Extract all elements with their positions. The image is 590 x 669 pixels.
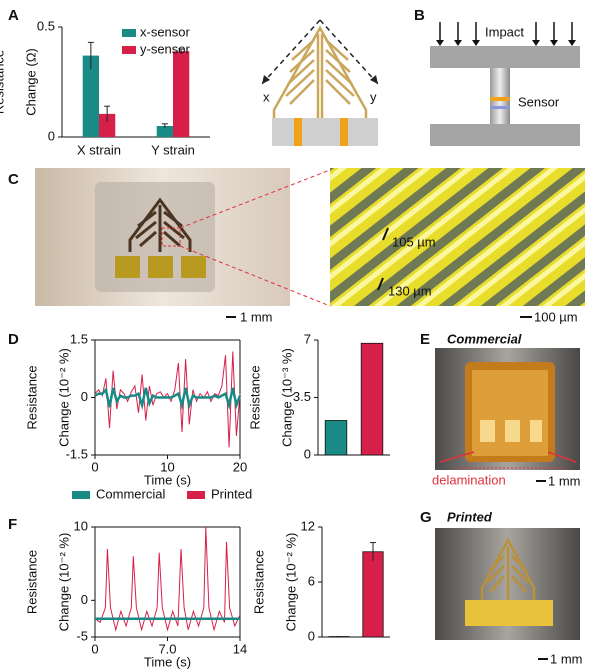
photo-commercial xyxy=(435,348,580,470)
y-axis-label: Resistance xyxy=(0,50,6,114)
line-series xyxy=(95,527,240,630)
y-axis-label: Resistance xyxy=(24,550,39,614)
panel-label: F xyxy=(8,516,17,533)
x-tick-label: Y strain xyxy=(151,142,195,157)
panel-label: B xyxy=(414,7,425,24)
y-tick-label: 0 xyxy=(308,628,315,643)
bar xyxy=(363,552,383,637)
scale-label: 100 µm xyxy=(534,309,578,324)
width-label: 130 µm xyxy=(388,283,432,298)
x-tick-label: 0 xyxy=(91,459,98,474)
y-tick-label: 6 xyxy=(308,573,315,588)
diagram-label: Sensor xyxy=(518,94,560,109)
width-label: 105 µm xyxy=(392,234,436,249)
y-tick-label: 0 xyxy=(81,389,88,404)
impact-diagram: Impact Sensor xyxy=(430,22,580,146)
x-axis-label: Time (s) xyxy=(144,654,191,669)
y-axis-label: Change (10⁻³ %) xyxy=(279,348,294,447)
panel-label: E xyxy=(420,331,430,348)
scale-label: 1 mm xyxy=(240,309,273,324)
y-axis-label: Change (10⁻² %) xyxy=(56,533,71,632)
y-axis-label: Change (Ω) xyxy=(23,48,38,116)
legend-label: y-sensor xyxy=(140,41,191,56)
x-axis-label: Time (s) xyxy=(144,472,191,487)
legend-swatch xyxy=(122,46,136,54)
y-tick-label: 10 xyxy=(74,518,88,533)
legend-label: Commercial xyxy=(96,486,165,501)
y-tick-label: -5 xyxy=(76,628,88,643)
legend-swatch xyxy=(72,491,90,499)
photo-micrograph: 105 µm 130 µm xyxy=(330,168,585,306)
y-tick-label: 1.5 xyxy=(70,331,88,346)
y-tick-label: 7 xyxy=(304,331,311,346)
y-axis-label: Resistance xyxy=(24,365,39,429)
photo-sensor xyxy=(35,168,290,306)
y-tick-label: 0 xyxy=(48,128,55,143)
scale-label: 1 mm xyxy=(550,651,583,666)
photo-title: Commercial xyxy=(447,331,522,346)
bar xyxy=(173,51,189,137)
bar xyxy=(325,421,347,456)
x-tick-label: 20 xyxy=(233,459,247,474)
y-tick-label: 12 xyxy=(301,518,315,533)
diagram-label: Impact xyxy=(485,24,524,39)
y-tick-label: 0.5 xyxy=(37,18,55,33)
axis-arrow-label: y xyxy=(370,89,377,104)
panel-label: A xyxy=(8,7,19,24)
scale-label: 1 mm xyxy=(548,473,581,488)
y-axis-label: Change (10⁻² %) xyxy=(56,348,71,447)
figure: A B C D E F G x y xyxy=(0,0,590,669)
photo-title: Printed xyxy=(447,509,493,524)
x-tick-label: X strain xyxy=(77,142,121,157)
y-axis-label: Resistance xyxy=(251,550,266,614)
panel-label: C xyxy=(8,171,19,188)
x-tick-label: 14 xyxy=(233,641,247,656)
y-tick-label: 0 xyxy=(81,592,88,607)
y-axis-label: Change (10⁻² %) xyxy=(283,533,298,632)
y-tick-label: -1.5 xyxy=(66,446,88,461)
x-tick-label: 0 xyxy=(91,641,98,656)
y-tick-label: 0 xyxy=(304,446,311,461)
panel-label: D xyxy=(8,331,19,348)
axis-arrow-label: x xyxy=(263,89,270,104)
sensor-diagram: x y xyxy=(262,20,378,146)
y-tick-label: 3.5 xyxy=(293,389,311,404)
legend-swatch xyxy=(187,491,205,499)
legend-label: x-sensor xyxy=(140,24,191,39)
y-axis-label: Resistance xyxy=(247,365,262,429)
legend-swatch xyxy=(122,29,136,37)
panel-label: G xyxy=(420,509,432,526)
photo-printed xyxy=(435,528,580,640)
annotation: delamination xyxy=(432,472,506,487)
legend-label: Printed xyxy=(211,486,252,501)
bar xyxy=(361,343,383,455)
